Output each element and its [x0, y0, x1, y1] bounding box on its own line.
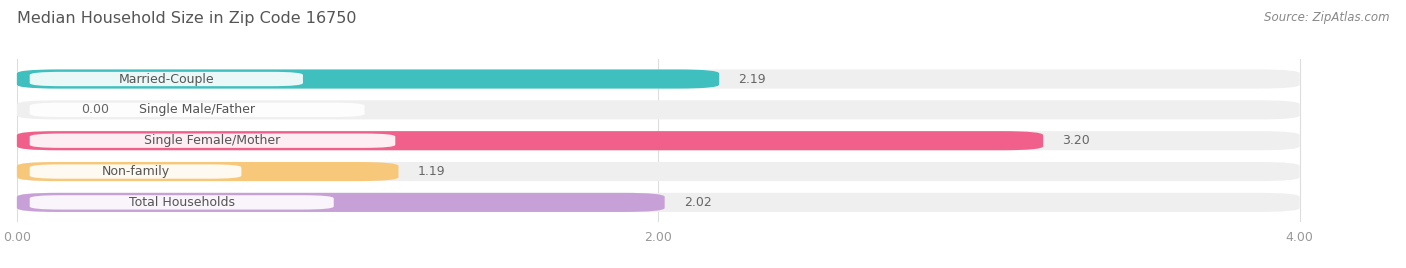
Text: Source: ZipAtlas.com: Source: ZipAtlas.com	[1264, 11, 1389, 24]
Text: 1.19: 1.19	[418, 165, 446, 178]
Text: Single Female/Mother: Single Female/Mother	[145, 134, 281, 147]
FancyBboxPatch shape	[17, 193, 665, 212]
FancyBboxPatch shape	[30, 195, 333, 210]
FancyBboxPatch shape	[17, 69, 720, 88]
Text: Total Households: Total Households	[129, 196, 235, 209]
FancyBboxPatch shape	[30, 103, 364, 117]
FancyBboxPatch shape	[17, 69, 1299, 88]
FancyBboxPatch shape	[17, 162, 398, 181]
Text: 0.00: 0.00	[82, 103, 110, 116]
Text: Married-Couple: Married-Couple	[118, 73, 214, 85]
Text: 3.20: 3.20	[1063, 134, 1090, 147]
Text: 2.02: 2.02	[683, 196, 711, 209]
Text: Median Household Size in Zip Code 16750: Median Household Size in Zip Code 16750	[17, 11, 356, 26]
Text: 2.19: 2.19	[738, 73, 766, 85]
FancyBboxPatch shape	[17, 162, 1299, 181]
Text: Single Male/Father: Single Male/Father	[139, 103, 254, 116]
FancyBboxPatch shape	[30, 133, 395, 148]
FancyBboxPatch shape	[17, 193, 1299, 212]
FancyBboxPatch shape	[30, 164, 242, 179]
FancyBboxPatch shape	[17, 131, 1043, 150]
FancyBboxPatch shape	[17, 131, 1299, 150]
FancyBboxPatch shape	[30, 72, 302, 86]
FancyBboxPatch shape	[17, 100, 1299, 120]
Text: Non-family: Non-family	[101, 165, 170, 178]
